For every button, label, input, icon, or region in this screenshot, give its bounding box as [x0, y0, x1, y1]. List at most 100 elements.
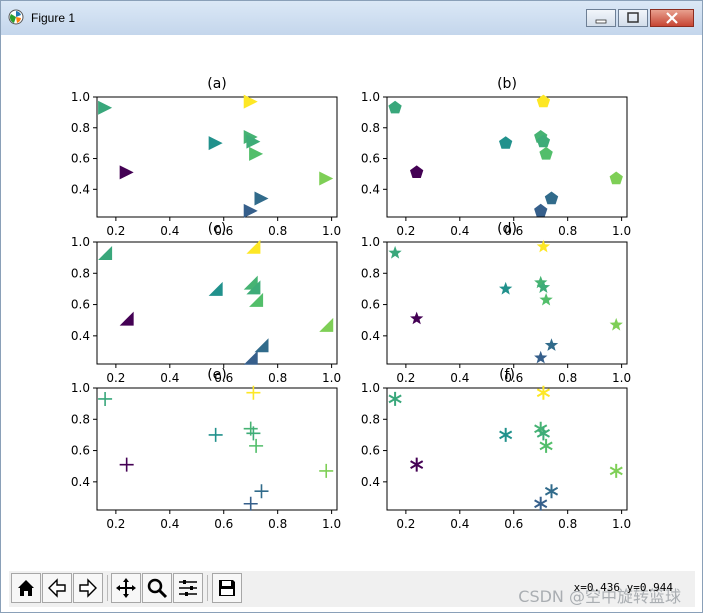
pan-button[interactable] — [111, 573, 141, 603]
scatter-point — [410, 457, 424, 472]
x-tick-label: 0.8 — [268, 517, 287, 531]
scatter-point — [499, 427, 513, 442]
y-tick-label: 0.8 — [71, 121, 90, 135]
y-tick-label: 0.6 — [361, 152, 380, 166]
scatter-point — [544, 338, 559, 351]
subplot-1: (a) 0.2 0.4 0.6 0.8 1.0 0.4 0.6 0.8 1.0 — [71, 76, 341, 238]
x-tick-label: 1.0 — [612, 517, 631, 531]
axes-frame — [386, 96, 628, 218]
scatter-point — [539, 292, 553, 306]
x-tick-label: 0.2 — [396, 224, 415, 238]
scatter-point — [243, 496, 258, 511]
y-tick-label: 0.6 — [71, 298, 90, 312]
window-title: Figure 1 — [31, 11, 76, 25]
scatter-point — [98, 100, 113, 115]
subplot-5: (e) 0.2 0.4 0.6 0.8 1.0 0.4 0.6 0.8 1.0 — [71, 367, 341, 531]
axes-frame — [96, 96, 338, 218]
x-tick-label: 0.2 — [106, 224, 125, 238]
x-tick-label: 0.8 — [268, 224, 287, 238]
y-tick-label: 0.4 — [361, 182, 380, 196]
figure-canvas[interactable]: (a) 0.2 0.4 0.6 0.8 1.0 0.4 0.6 0.8 1.0 (b) 0.2 0.4 0… — [9, 35, 695, 571]
x-tick-label: 1.0 — [612, 371, 631, 385]
y-tick-label: 0.6 — [361, 444, 380, 458]
subplot-title: (d) — [497, 221, 517, 237]
scatter-point — [319, 463, 334, 478]
save-button[interactable] — [212, 573, 242, 603]
scatter-point — [319, 171, 334, 186]
subplot-title: (a) — [207, 76, 227, 92]
y-tick-label: 0.4 — [71, 329, 90, 343]
scatter-point — [119, 165, 134, 180]
scatter-point — [534, 275, 548, 289]
scatter-point — [243, 94, 258, 109]
x-tick-label: 0.4 — [160, 517, 179, 531]
scatter-point — [388, 100, 402, 114]
minimize-button[interactable] — [586, 9, 616, 27]
scatter-point — [536, 134, 551, 148]
y-tick-label: 0.8 — [71, 412, 90, 426]
scatter-point — [410, 311, 424, 325]
navigation-toolbar: CSDN @空中旋转篮球 x=0.436 y=0.944 — [9, 571, 695, 607]
x-tick-label: 0.8 — [558, 224, 577, 238]
x-tick-label: 0.4 — [160, 371, 179, 385]
zoom-icon — [147, 578, 168, 599]
y-tick-label: 1.0 — [71, 381, 90, 395]
scatter-point — [254, 338, 269, 353]
x-tick-label: 0.6 — [214, 517, 233, 531]
axes-frame — [96, 387, 338, 511]
x-tick-label: 0.6 — [214, 224, 233, 238]
x-tick-label: 0.8 — [558, 517, 577, 531]
y-tick-label: 0.4 — [361, 475, 380, 489]
scatter-point — [410, 165, 424, 178]
x-tick-label: 0.4 — [160, 224, 179, 238]
scatter-point — [249, 292, 264, 307]
x-tick-label: 0.8 — [268, 371, 287, 385]
back-icon — [48, 578, 66, 598]
scatter-point — [609, 463, 623, 478]
subplot-title: (c) — [208, 221, 227, 237]
scatter-point — [254, 484, 269, 499]
x-tick-label: 1.0 — [322, 517, 341, 531]
y-tick-label: 1.0 — [71, 235, 90, 249]
y-tick-label: 0.6 — [71, 444, 90, 458]
x-tick-label: 0.6 — [504, 517, 523, 531]
forward-icon — [79, 578, 97, 598]
zoom-button[interactable] — [142, 573, 172, 603]
subplot-title: (b) — [497, 76, 517, 92]
home-button[interactable] — [11, 573, 41, 603]
maximize-button[interactable] — [618, 9, 648, 27]
forward-button[interactable] — [73, 573, 103, 603]
y-tick-label: 0.8 — [361, 266, 380, 280]
scatter-point — [208, 136, 223, 151]
y-tick-label: 0.8 — [361, 121, 380, 135]
x-tick-label: 0.4 — [450, 517, 469, 531]
figure-svg: (a) 0.2 0.4 0.6 0.8 1.0 0.4 0.6 0.8 1.0 (b) 0.2 0.4 0… — [71, 76, 631, 531]
y-tick-label: 0.8 — [361, 412, 380, 426]
scatter-point — [534, 350, 548, 364]
scatter-point — [246, 239, 261, 254]
close-button[interactable] — [650, 9, 694, 27]
x-tick-label: 0.6 — [504, 371, 523, 385]
scatter-point — [536, 385, 550, 400]
x-tick-label: 0.6 — [214, 371, 233, 385]
save-icon — [219, 580, 235, 596]
scatter-point — [534, 203, 548, 217]
y-tick-label: 0.8 — [71, 266, 90, 280]
axes-frame — [96, 241, 338, 365]
x-tick-label: 0.2 — [106, 517, 125, 531]
configure-subplots-button[interactable] — [173, 573, 203, 603]
x-tick-label: 1.0 — [322, 371, 341, 385]
title-bar[interactable]: Figure 1 — [1, 1, 702, 35]
scatter-point — [208, 427, 223, 442]
scatter-point — [243, 275, 258, 290]
axes-frame — [386, 241, 628, 365]
y-tick-label: 0.4 — [71, 475, 90, 489]
x-tick-label: 0.6 — [504, 224, 523, 238]
scatter-point — [609, 171, 623, 185]
back-button[interactable] — [42, 573, 72, 603]
scatter-point — [98, 391, 113, 406]
configure-subplots-icon — [179, 580, 197, 596]
close-icon — [666, 12, 678, 24]
subplot-3: (c) 0.2 0.4 0.6 0.8 1.0 0.4 0.6 0.8 1.0 — [71, 221, 341, 385]
scatter-point — [536, 280, 551, 293]
